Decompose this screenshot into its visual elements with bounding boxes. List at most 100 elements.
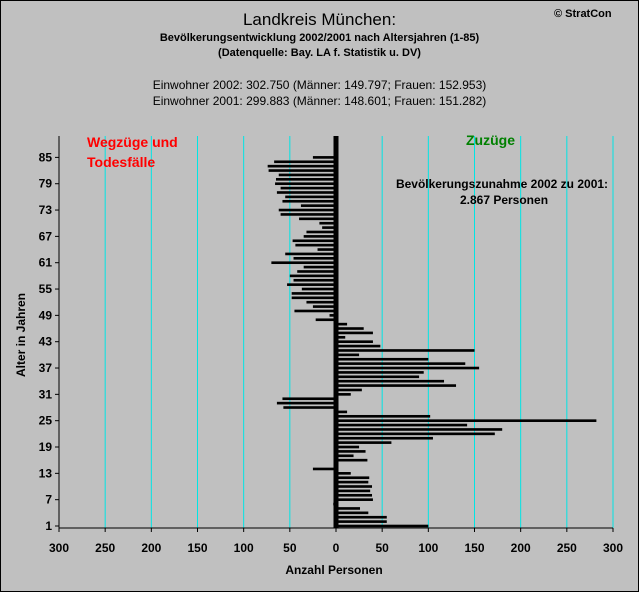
bar-age-56: [287, 283, 336, 286]
y-axis-label: Alter in Jahren: [14, 293, 28, 377]
y-tick-label-7: 43: [39, 335, 53, 349]
bar-age-53: [291, 296, 336, 300]
bar-age-70: [319, 221, 336, 225]
bar-age-59: [297, 270, 336, 273]
bar-age-18: [336, 450, 366, 453]
bar-age-4: [336, 511, 369, 515]
bar-age-81: [278, 173, 336, 177]
x-axis-label: Anzahl Personen: [285, 563, 382, 577]
bar-age-48: [315, 318, 336, 322]
bar-age-57: [293, 278, 336, 282]
bar-age-75: [282, 199, 336, 203]
bar-age-2: [336, 520, 387, 523]
tick-labels: 300 250 200 150 100 50 0 50 100 150 200 250 300 1 7 13 1…: [39, 150, 624, 555]
chart-title: Landkreis München:: [242, 10, 397, 29]
bar-age-73: [278, 208, 336, 212]
y-tick-label-10: 61: [39, 256, 53, 270]
bar-age-34: [336, 379, 445, 383]
y-tick-label-1: 7: [45, 493, 52, 507]
bar-age-40: [336, 353, 360, 357]
bar-age-32: [336, 388, 362, 392]
bar-age-19: [336, 445, 360, 449]
bar-age-20: [336, 441, 392, 444]
increase-value: 2.867 Personen: [460, 193, 548, 207]
x-tick-label-8: 100: [418, 541, 438, 555]
bar-age-23: [336, 428, 503, 431]
bar-age-63: [285, 252, 336, 256]
bar-age-13: [336, 472, 351, 475]
bar-age-5: [336, 507, 361, 510]
bar-age-50: [294, 309, 336, 313]
x-tick-label-3: 150: [187, 541, 207, 555]
bar-age-80: [275, 178, 336, 181]
y-tick-label-2: 13: [39, 466, 53, 480]
bar-age-39: [336, 357, 429, 361]
bar-age-72: [280, 213, 336, 216]
y-tick-label-0: 1: [45, 519, 52, 533]
bar-age-10: [336, 485, 373, 488]
y-tick-label-12: 73: [39, 203, 53, 217]
bar-age-36: [336, 371, 424, 374]
x-tick-label-7: 50: [375, 541, 389, 555]
bar-age-49: [329, 314, 336, 317]
bar-age-58: [289, 274, 336, 278]
x-tick-label-11: 250: [557, 541, 577, 555]
x-tick-label-4: 100: [234, 541, 254, 555]
bar-age-42: [336, 344, 381, 348]
bar-age-11: [336, 480, 369, 484]
bar-age-22: [336, 432, 495, 436]
x-tick-label-6: 0: [333, 541, 340, 555]
right-annotation: Zuzüge: [466, 132, 515, 148]
y-tick-label-3: 19: [39, 440, 53, 454]
bar-age-84: [274, 160, 336, 164]
bar-age-52: [306, 300, 336, 304]
population-2002-line: Einwohner 2002: 302.750 (Männer: 149.797…: [152, 78, 487, 92]
bar-age-35: [336, 375, 420, 379]
x-tick-label-1: 250: [95, 541, 115, 555]
bar-age-66: [292, 239, 336, 243]
bar-age-64: [317, 248, 336, 251]
y-tick-label-4: 25: [39, 414, 53, 428]
bar-age-76: [285, 195, 336, 199]
bar-age-38: [336, 362, 466, 365]
bars: [267, 156, 597, 528]
x-tick-label-9: 150: [464, 541, 484, 555]
y-tick-label-13: 79: [39, 177, 53, 191]
bar-age-55: [301, 287, 336, 291]
bar-age-65: [295, 243, 336, 247]
bar-age-85: [312, 156, 336, 159]
bar-age-33: [336, 384, 457, 387]
y-tick-label-11: 67: [39, 229, 53, 243]
x-tick-label-5: 50: [283, 541, 297, 555]
y-tick-label-9: 55: [39, 282, 53, 296]
bar-age-71: [299, 217, 336, 221]
x-tick-label-0: 300: [49, 541, 69, 555]
bar-age-14: [312, 467, 336, 471]
bar-age-43: [336, 340, 373, 344]
x-tick-label-2: 200: [141, 541, 161, 555]
bar-age-29: [276, 401, 336, 405]
bar-age-82: [268, 169, 336, 172]
bar-age-68: [306, 230, 336, 234]
x-tick-label-10: 200: [511, 541, 531, 555]
bar-age-37: [336, 366, 480, 370]
increase-label: Bevölkerungszunahme 2002 zu 2001:: [396, 177, 608, 191]
bar-age-44: [336, 335, 346, 339]
y-tick-label-14: 85: [39, 150, 53, 164]
bar-age-54: [291, 292, 336, 295]
bar-age-77: [276, 191, 336, 194]
y-tick-label-5: 31: [39, 387, 53, 401]
bar-age-74: [300, 204, 336, 207]
bar-age-51: [312, 305, 336, 308]
bar-age-61: [271, 261, 336, 265]
population-2001-line: Einwohner 2001: 299.883 (Männer: 148.601…: [152, 94, 487, 108]
bar-age-16: [336, 458, 368, 462]
bar-age-46: [336, 327, 364, 330]
bar-age-41: [336, 349, 475, 352]
bar-age-25: [336, 419, 597, 422]
y-tick-label-6: 37: [39, 361, 53, 375]
bar-age-24: [336, 423, 468, 427]
bar-age-45: [336, 331, 373, 335]
bar-age-3: [336, 515, 387, 519]
